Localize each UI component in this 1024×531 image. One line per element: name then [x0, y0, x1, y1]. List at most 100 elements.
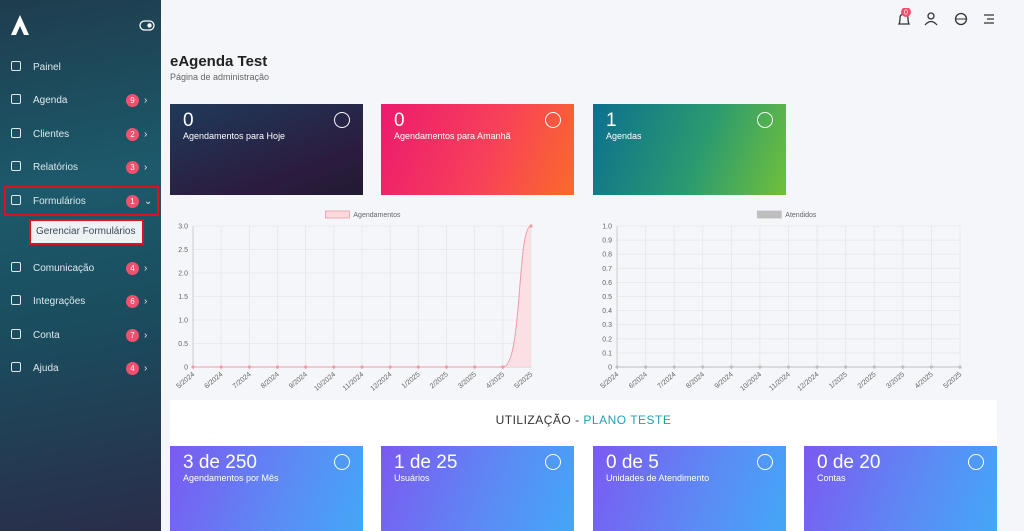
x-tick-label: 10/2024 — [739, 371, 763, 393]
menu-icon — [11, 329, 21, 339]
menu-icon — [11, 94, 21, 104]
x-tick-label: 5/2024 — [599, 371, 620, 390]
x-tick-label: 6/2024 — [628, 371, 649, 390]
usage-icon — [757, 454, 773, 470]
menu-label: Comunicação — [33, 262, 95, 274]
usage-card: 1 de 25 Usuários — [381, 446, 574, 531]
menu-label: Integrações — [33, 295, 86, 307]
data-point — [844, 365, 848, 369]
toggle[interactable] — [139, 20, 155, 31]
y-tick-label: 2.5 — [178, 247, 188, 254]
x-tick-label: 8/2024 — [260, 371, 281, 390]
usage-value: 1 de 25 — [394, 452, 458, 473]
y-tick-label: 0.8 — [602, 252, 612, 259]
data-point — [388, 365, 392, 369]
menu-item[interactable]: Formulários 1 ⌄ — [4, 186, 159, 216]
menu-item[interactable]: Ajuda 4 › — [0, 353, 161, 383]
x-tick-label: 1/2025 — [401, 371, 422, 390]
usage-card: 0 de 5 Unidades de Atendimento — [593, 446, 786, 531]
x-tick-label: 9/2024 — [714, 371, 735, 390]
usage-value: 0 de 20 — [817, 452, 881, 473]
menu-icon — [11, 161, 21, 171]
menu-item[interactable]: Painel — [0, 52, 161, 82]
menu-badge: 7 — [126, 328, 139, 342]
usage-label: Unidades de Atendimento — [606, 473, 710, 483]
menu-label: Relatórios — [33, 161, 79, 173]
y-tick-label: 1.5 — [178, 294, 188, 301]
stat-value: 1 — [606, 110, 617, 131]
data-point — [275, 365, 280, 369]
usage-card: 0 de 20 Contas — [804, 446, 997, 531]
menu-item[interactable]: Clientes 2 › — [0, 119, 161, 149]
menu-item[interactable]: Integrações 6 › — [0, 286, 161, 316]
x-tick-label: 6/2024 — [204, 371, 225, 390]
menu-icon — [11, 128, 21, 138]
y-tick-label: 0.3 — [602, 322, 612, 329]
data-point — [901, 365, 905, 369]
stat-value: 0 — [394, 110, 405, 131]
data-point — [360, 365, 364, 369]
x-tick-label: 7/2024 — [232, 371, 253, 390]
data-point — [929, 365, 934, 369]
menu-label: Conta — [33, 329, 60, 341]
y-tick-label: 1.0 — [178, 318, 188, 325]
menu-label: Ajuda — [33, 362, 59, 374]
menu-badge: 1 — [126, 194, 139, 208]
x-tick-label: 1/2025 — [828, 371, 849, 390]
usage-label: Contas — [817, 473, 846, 483]
usage-value: 0 de 5 — [606, 452, 659, 473]
menu-item[interactable]: Agenda 9 › — [0, 85, 161, 115]
x-tick-label: 8/2024 — [685, 371, 706, 390]
x-tick-label: 12/2024 — [796, 371, 820, 393]
x-tick-label: 2/2025 — [429, 371, 450, 390]
x-tick-label: 12/2024 — [370, 371, 394, 393]
submenu-item[interactable]: Gerenciar Formulários — [29, 219, 144, 245]
usage-icon — [968, 454, 984, 470]
data-point — [758, 365, 762, 369]
topbar-icons: 0 — [897, 7, 994, 26]
stat-icon — [545, 112, 561, 128]
data-point — [786, 365, 791, 369]
y-tick-label: 3.0 — [178, 224, 188, 231]
stat-label: Agendas — [606, 131, 642, 141]
chevron: › — [144, 262, 148, 274]
legend-label: Agendamentos — [353, 212, 401, 219]
chevron: › — [144, 161, 148, 173]
y-tick-label: 1.0 — [602, 224, 612, 231]
menu-label: Clientes — [33, 128, 70, 140]
data-point — [958, 365, 962, 369]
data-point — [219, 365, 223, 369]
menu-label: Agenda — [33, 94, 68, 106]
x-tick-label: 5/2025 — [942, 371, 963, 390]
menu-item[interactable]: Relatórios 3 › — [0, 152, 161, 182]
menu-item[interactable]: Comunicação 4 › — [0, 253, 161, 283]
menu-badge: 4 — [126, 261, 139, 275]
y-tick-label: 0.5 — [602, 294, 612, 301]
x-tick-label: 3/2025 — [885, 371, 906, 390]
y-tick-label: 0.6 — [602, 280, 612, 287]
menu-badge: 2 — [126, 127, 139, 141]
x-tick-label: 7/2024 — [657, 371, 678, 390]
data-point — [615, 365, 619, 369]
x-tick-label: 11/2024 — [342, 371, 366, 392]
page-title: eAgenda Test — [170, 53, 268, 70]
data-point — [416, 365, 420, 369]
menu-item[interactable]: Conta 7 › — [0, 320, 161, 350]
y-tick-label: 0.5 — [178, 341, 188, 348]
stat-card: 0 Agendamentos para Hoje — [170, 104, 363, 195]
data-point — [247, 365, 251, 369]
chevron: ⌄ — [144, 195, 153, 207]
menu-icon — [11, 195, 21, 205]
usage-icon — [334, 454, 350, 470]
usage-icon — [545, 454, 561, 470]
notification-count: 0 — [904, 10, 908, 17]
plan-name: PLANO TESTE — [583, 413, 672, 427]
chevron: › — [144, 94, 148, 106]
y-tick-label: 0.2 — [602, 336, 612, 343]
stat-label: Agendamentos para Amanhã — [394, 131, 511, 141]
x-tick-label: 3/2025 — [457, 371, 478, 390]
stat-icon — [334, 112, 350, 128]
menu-label: Painel — [33, 61, 61, 73]
